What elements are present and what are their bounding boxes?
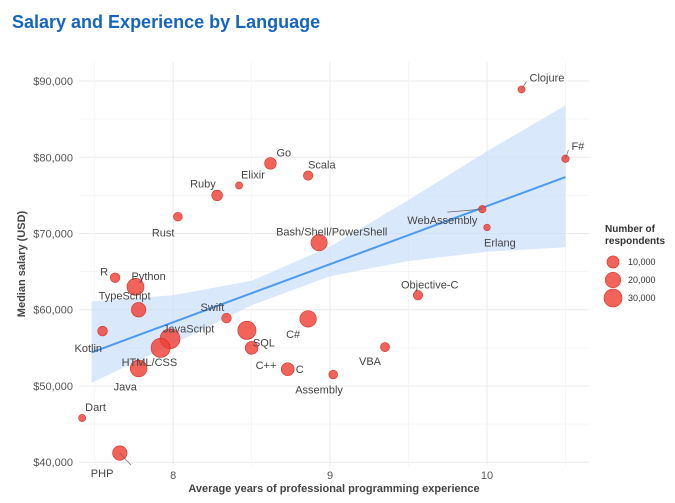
legend-label: 10,000 <box>628 257 656 267</box>
data-points <box>78 85 570 461</box>
data-point <box>97 325 108 337</box>
point-label: TypeScript <box>99 291 151 303</box>
point-label: Swift <box>201 302 225 314</box>
point-label: JavaScript <box>163 324 214 336</box>
label-leader-line <box>521 81 527 90</box>
point-label: R <box>100 267 108 279</box>
data-point <box>483 223 491 231</box>
point-label: Ruby <box>190 178 216 190</box>
point-label: C++ <box>256 360 277 372</box>
chart-title: Salary and Experience by Language <box>12 12 321 32</box>
x-tick-label: 10 <box>481 470 493 482</box>
y-tick-label: $50,000 <box>33 381 73 393</box>
legend-swatch <box>606 255 620 269</box>
point-label: Clojure <box>530 72 565 84</box>
y-tick-label: $80,000 <box>33 152 73 164</box>
point-label: Assembly <box>295 385 343 397</box>
data-point <box>280 362 295 376</box>
point-label: Dart <box>85 402 106 414</box>
label-leader-line <box>565 149 569 159</box>
point-label: PHP <box>91 468 114 480</box>
confidence-band <box>91 105 566 383</box>
confidence-band-area <box>91 105 566 383</box>
x-tick-label: 8 <box>170 470 176 482</box>
data-point <box>211 189 223 202</box>
point-label: Kotlin <box>75 343 103 355</box>
data-point <box>150 337 171 358</box>
y-tick-label: $90,000 <box>33 76 73 88</box>
point-label: Elixir <box>241 169 265 181</box>
data-point <box>380 342 390 352</box>
data-point <box>244 341 259 355</box>
data-point <box>109 272 121 283</box>
data-point <box>303 170 314 181</box>
data-point <box>129 359 148 378</box>
data-point <box>299 310 317 328</box>
x-tick-label: 9 <box>327 470 333 482</box>
point-label: Go <box>276 147 291 159</box>
y-tick-label: $70,000 <box>33 229 73 241</box>
point-label: Erlang <box>484 237 516 249</box>
point-label: Rust <box>152 228 175 240</box>
legend-title: respondents <box>605 236 665 247</box>
legend-swatch <box>604 271 622 289</box>
data-point <box>412 290 423 301</box>
point-label: Objective-C <box>401 279 459 291</box>
point-label: WebAssembly <box>407 215 478 227</box>
point-labels: Clojure F# Go Scala Elixir Ruby Rust WebAssembl… <box>75 72 586 480</box>
point-label: Bash/Shell/PowerShell <box>276 227 387 239</box>
point-label: Java <box>114 381 138 393</box>
legend-label: 30,000 <box>628 293 656 303</box>
point-label: Python <box>131 271 165 283</box>
label-leader-line <box>119 452 132 466</box>
y-tick-label: $60,000 <box>33 305 73 317</box>
point-label: VBA <box>359 356 382 368</box>
point-label: SQL <box>253 337 275 349</box>
point-label: C <box>296 364 304 376</box>
trend-line <box>91 176 566 354</box>
data-point <box>310 234 328 252</box>
point-label: F# <box>571 141 585 153</box>
data-point <box>126 278 145 296</box>
point-label: C# <box>286 329 301 341</box>
data-point <box>235 181 243 190</box>
data-point <box>131 302 147 318</box>
legend-label: 20,000 <box>628 275 656 285</box>
legend-swatch <box>603 288 623 308</box>
x-axis-title: Average years of professional programmin… <box>188 483 479 495</box>
y-axis-title: Median salary (USD) <box>16 210 28 317</box>
y-tick-label: $40,000 <box>33 457 73 469</box>
point-label: Scala <box>308 160 336 172</box>
data-point <box>221 312 232 324</box>
data-point <box>237 320 257 340</box>
data-point <box>78 414 87 422</box>
data-point <box>264 157 277 170</box>
data-point <box>328 369 338 380</box>
data-point <box>173 212 183 222</box>
label-leader-line <box>447 208 483 213</box>
axis-ticks: $40,000 $50,000 $60,000 $70,000 $80,000 $90,0… <box>33 76 493 482</box>
legend-title: Number of <box>605 224 656 235</box>
point-label: HTML/CSS <box>122 357 178 369</box>
